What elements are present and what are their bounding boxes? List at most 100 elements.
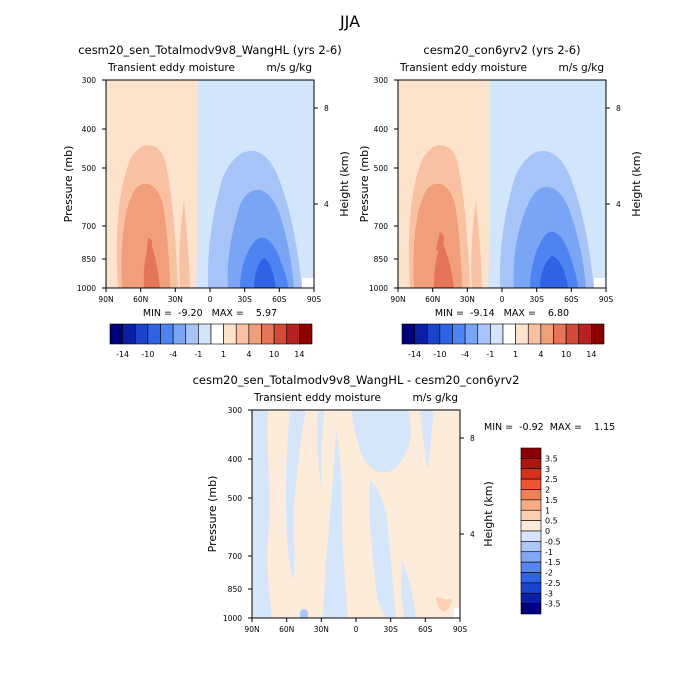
colorbar-box xyxy=(147,323,161,345)
colorbar-box xyxy=(502,323,516,345)
subtitle-left: Transient eddy moisture xyxy=(399,62,527,74)
colorbar-label: 14 xyxy=(586,350,596,359)
y-tick-label: 400 xyxy=(82,125,97,134)
colorbar-box xyxy=(520,520,542,532)
colorbar-box xyxy=(109,323,123,345)
colorbar: -14 -10 -4 -1 1 4 10 14 xyxy=(109,323,313,359)
contour-fill-pos2 xyxy=(436,596,452,612)
colorbar-boxes xyxy=(401,323,605,345)
y-right-tick-label: 4 xyxy=(470,530,475,539)
colorbar-box xyxy=(578,323,592,345)
colorbar-label: 0.5 xyxy=(545,517,558,526)
x-tick-label: 30N xyxy=(314,625,329,634)
colorbar-label: -2.5 xyxy=(545,579,561,588)
colorbar-label: -2 xyxy=(545,569,553,578)
colorbar-label: 3 xyxy=(545,465,550,474)
panel-title: cesm20_con6yrv2 (yrs 2-6) xyxy=(423,43,580,57)
y-tick-label: 400 xyxy=(228,455,243,464)
x-tick-label: 60N xyxy=(133,295,148,304)
colorbar-boxes xyxy=(520,447,542,615)
contour-field xyxy=(106,80,314,288)
y-right-tick-label: 4 xyxy=(324,200,329,209)
panel-difference: cesm20_sen_Totalmodv9v8_WangHL - cesm20_… xyxy=(193,373,616,634)
colorbar-label: -14 xyxy=(408,350,421,359)
panel-sen: cesm20_sen_Totalmodv9v8_WangHL (yrs 2-6)… xyxy=(62,43,351,359)
colorbar-label: -3.5 xyxy=(545,600,561,609)
missing-data xyxy=(302,278,314,288)
colorbar-label: 1 xyxy=(545,506,550,515)
contour-field xyxy=(398,80,606,288)
x-tick-label: 0 xyxy=(354,625,359,634)
colorbar-label: 14 xyxy=(294,350,304,359)
colorbar-box xyxy=(401,323,415,345)
x-tick-label: 90N xyxy=(244,625,259,634)
subtitle-left: Transient eddy moisture xyxy=(253,392,381,404)
colorbar-box xyxy=(527,323,542,345)
colorbar-box xyxy=(261,323,275,345)
colorbar-box xyxy=(515,323,529,345)
contour-fill-pos3 xyxy=(121,183,170,288)
figure-title: JJA xyxy=(339,12,360,31)
colorbar-box xyxy=(248,323,262,345)
x-tick-label: 60S xyxy=(418,625,433,634)
colorbar-box xyxy=(520,447,542,459)
colorbar-label: 4 xyxy=(538,350,543,359)
missing-data xyxy=(594,278,606,288)
colorbar-box xyxy=(452,323,466,345)
colorbar-label: 0 xyxy=(545,527,550,536)
y-right-axis-label: Height (km) xyxy=(338,151,351,217)
y-tick-label: 500 xyxy=(82,164,97,173)
colorbar-box xyxy=(520,603,542,615)
colorbar-box xyxy=(520,541,542,553)
contour-fill-pos4 xyxy=(434,242,454,288)
x-tick-label: 30S xyxy=(530,295,545,304)
colorbar-label: -1 xyxy=(194,350,202,359)
colorbar-label: -3 xyxy=(545,589,553,598)
colorbar-box xyxy=(210,323,224,345)
contour-fill-pos4b xyxy=(436,232,444,252)
colorbar-label: -0.5 xyxy=(545,537,561,546)
y-right-tick-label: 8 xyxy=(324,104,329,113)
panel-title: cesm20_sen_Totalmodv9v8_WangHL (yrs 2-6) xyxy=(78,43,341,57)
x-tick-label: 30N xyxy=(460,295,475,304)
colorbar-box xyxy=(439,323,453,345)
colorbar-label: 1.5 xyxy=(545,496,558,505)
contour-fill-neg xyxy=(369,480,396,618)
colorbar-box xyxy=(490,323,504,345)
colorbar-box xyxy=(160,323,174,345)
colorbar-box xyxy=(198,323,212,345)
contour-fill-neg xyxy=(322,430,348,618)
subtitle-right: m/s g/kg xyxy=(558,62,604,74)
y-right-tick-label: 4 xyxy=(616,200,621,209)
colorbar-box xyxy=(426,323,441,345)
y-tick-label: 300 xyxy=(82,76,97,85)
colorbar-label: 2 xyxy=(545,486,550,495)
missing-data xyxy=(454,608,460,618)
colorbar-box xyxy=(520,551,542,563)
y-tick-label: 500 xyxy=(228,494,243,503)
panel-title: cesm20_sen_Totalmodv9v8_WangHL - cesm20_… xyxy=(193,373,520,387)
y-tick-label: 850 xyxy=(82,255,97,264)
y-tick-label: 500 xyxy=(374,164,389,173)
colorbar-box xyxy=(520,530,542,542)
colorbar-label: -4 xyxy=(169,350,177,359)
colorbar-box xyxy=(540,323,554,345)
colorbar-box xyxy=(520,592,542,604)
contour-fill-pos2b xyxy=(179,200,190,288)
colorbar-label: -14 xyxy=(116,350,129,359)
colorbar-box xyxy=(520,582,542,594)
colorbar-label: 3.5 xyxy=(545,454,558,463)
colorbar-box xyxy=(122,323,136,345)
colorbar-box xyxy=(273,323,288,345)
colorbar-box xyxy=(464,323,479,345)
colorbar-box xyxy=(223,323,237,345)
panel-con: cesm20_con6yrv2 (yrs 2-6) Transient eddy… xyxy=(358,43,643,359)
x-tick-label: 60S xyxy=(272,295,287,304)
colorbar-box xyxy=(520,458,542,470)
colorbar-label: -10 xyxy=(141,350,154,359)
contour-fill-pos3 xyxy=(413,183,462,288)
colorbar-label: 1 xyxy=(513,350,518,359)
y-right-tick-label: 8 xyxy=(616,104,621,113)
contour-fill-neg5 xyxy=(254,258,276,288)
